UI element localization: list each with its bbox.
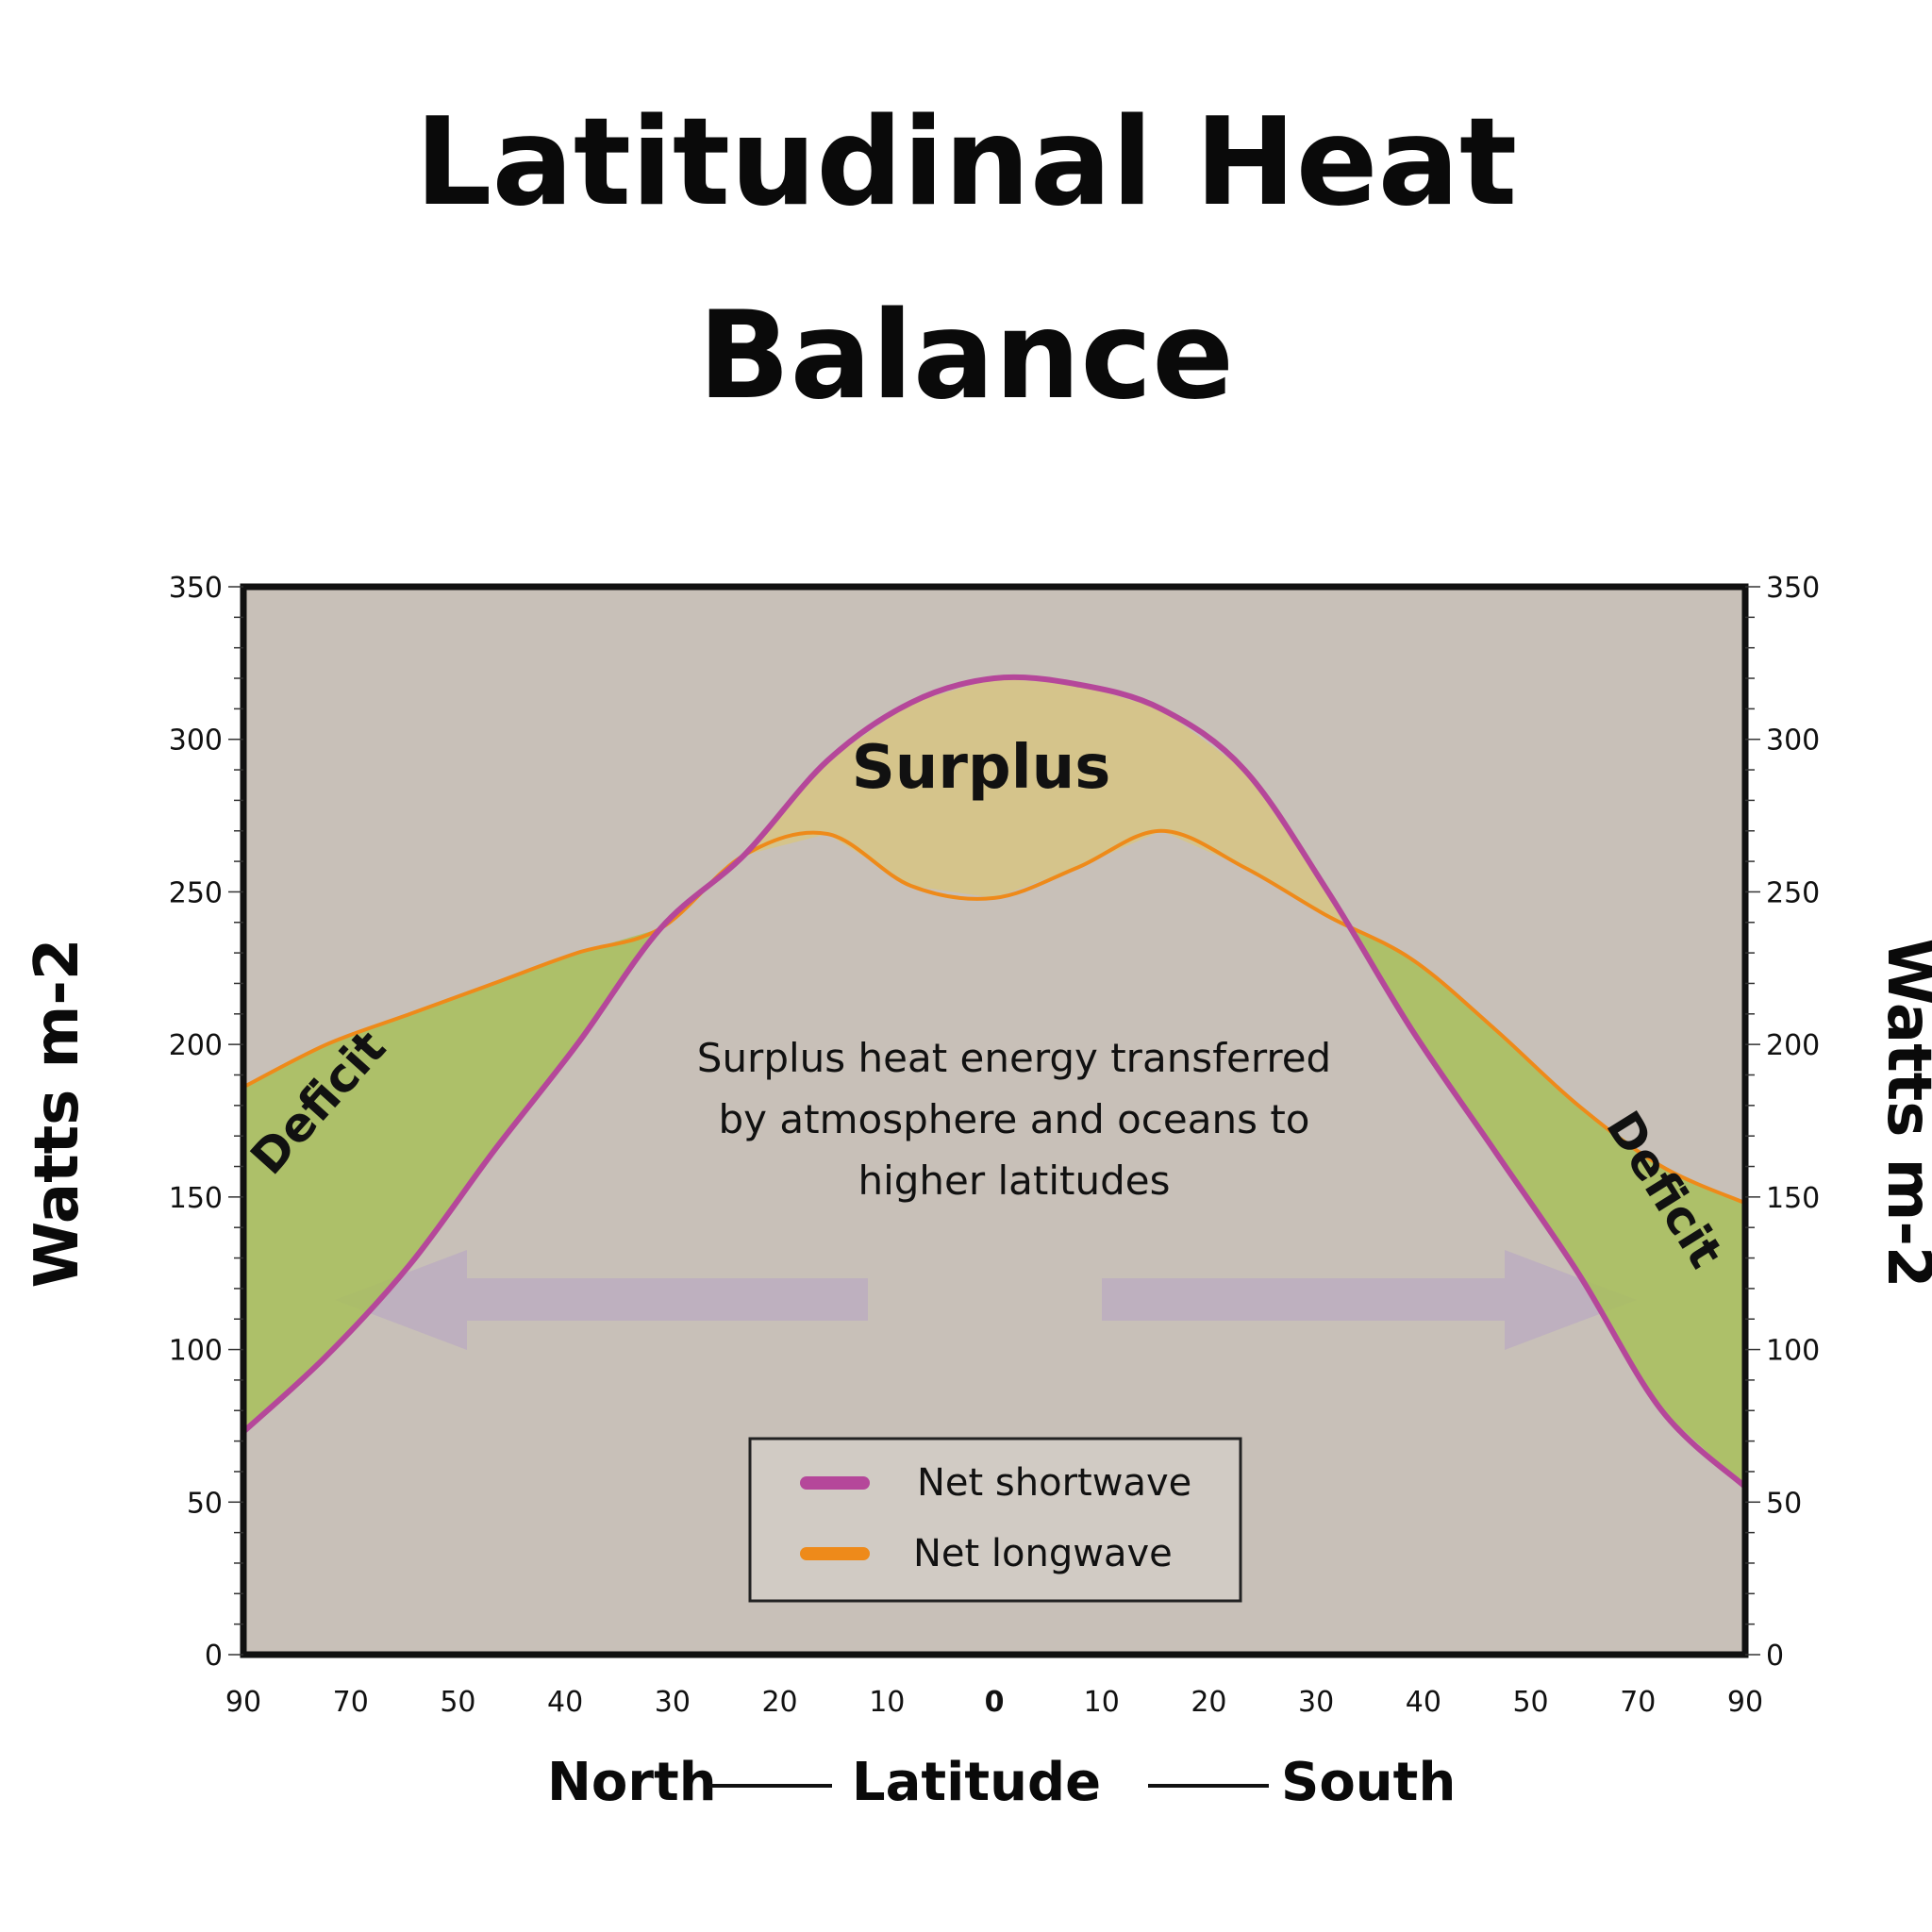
y-axis-title-left: Watts m-2: [23, 939, 92, 1289]
x-tick-label: 90: [1727, 1686, 1763, 1719]
legend-label-net-longwave: Net longwave: [913, 1532, 1173, 1575]
x-axis: 90 70 50 40 30 20 10 0 10 20 30 40 50 70 90: [225, 1686, 1763, 1719]
y-axis-title-right: Watts m-2: [1874, 939, 1932, 1289]
deficit-region-south: [1351, 927, 1745, 1488]
region-label-surplus: Surplus: [852, 733, 1111, 803]
y-tick-label-right: 100: [1766, 1335, 1820, 1368]
y-tick-label-left: 350: [169, 572, 223, 605]
legend: Net shortwave Net longwave: [748, 1437, 1242, 1603]
x-axis-title: North Latitude South: [547, 1752, 1456, 1813]
deficit-region-north: [243, 928, 658, 1432]
annotation: Surplus heat energy transferred by atmos…: [697, 1035, 1331, 1204]
x-tick-label: 20: [1191, 1686, 1226, 1719]
annotation-line-2: by atmosphere and oceans to: [719, 1096, 1310, 1142]
x-tick-label: 40: [547, 1686, 583, 1719]
y-tick-label-right: 350: [1766, 572, 1820, 605]
x-tick-label: 50: [440, 1686, 475, 1719]
y-tick-label-left: 100: [169, 1335, 223, 1368]
y-tick-label-left: 0: [205, 1640, 223, 1673]
x-title-latitude: Latitude: [852, 1752, 1101, 1813]
arrow-right: [1102, 1250, 1637, 1350]
chart-title-line-2: Balance: [698, 286, 1234, 426]
y-tick-label-right: 0: [1766, 1640, 1784, 1673]
x-tick-label: 50: [1512, 1686, 1548, 1719]
y-tick-label-left: 50: [187, 1487, 223, 1520]
x-tick-label: 10: [869, 1686, 905, 1719]
x-tick-label: 40: [1406, 1686, 1441, 1719]
y-tick-label-left: 200: [169, 1029, 223, 1062]
y-tick-label-right: 50: [1766, 1487, 1802, 1520]
x-tick-label: 70: [1620, 1686, 1656, 1719]
x-title-south: South: [1281, 1752, 1456, 1813]
x-tick-label: 10: [1084, 1686, 1120, 1719]
y-tick-label-left: 150: [169, 1182, 223, 1215]
y-axis-left: 0 50 100 150 200 250 300 350: [169, 572, 243, 1673]
legend-label-net-shortwave: Net shortwave: [917, 1461, 1191, 1505]
x-tick-label: 0: [985, 1686, 1005, 1719]
x-tick-label: 30: [655, 1686, 691, 1719]
x-tick-label: 70: [333, 1686, 369, 1719]
series-line-net-shortwave: [241, 674, 1748, 1490]
y-axis-right: 0 50 100 150 200 250 300 350: [1745, 572, 1820, 1673]
series-line-net-longwave: [242, 828, 1746, 1206]
arrow-left: [335, 1250, 868, 1350]
x-tick-label: 30: [1298, 1686, 1334, 1719]
annotation-line-1: Surplus heat energy transferred: [697, 1035, 1331, 1081]
annotation-line-3: higher latitudes: [858, 1158, 1170, 1204]
y-tick-label-right: 250: [1766, 876, 1820, 909]
legend-box: [748, 1437, 1242, 1603]
x-tick-label: 20: [761, 1686, 797, 1719]
transfer-arrows: [335, 1250, 1637, 1350]
plot-border: [240, 583, 1749, 1658]
y-tick-label-left: 250: [169, 876, 223, 909]
surplus-region: [660, 678, 1349, 929]
y-tick-label-right: 300: [1766, 724, 1820, 758]
y-tick-label-right: 200: [1766, 1029, 1820, 1062]
x-title-north: North: [547, 1752, 717, 1813]
y-tick-label-left: 300: [169, 724, 223, 758]
x-tick-label: 90: [225, 1686, 261, 1719]
chart-title-line-1: Latitudinal Heat: [414, 92, 1518, 233]
y-tick-label-right: 150: [1766, 1182, 1820, 1215]
chart-title: Latitudinal Heat Balance: [0, 66, 1932, 453]
